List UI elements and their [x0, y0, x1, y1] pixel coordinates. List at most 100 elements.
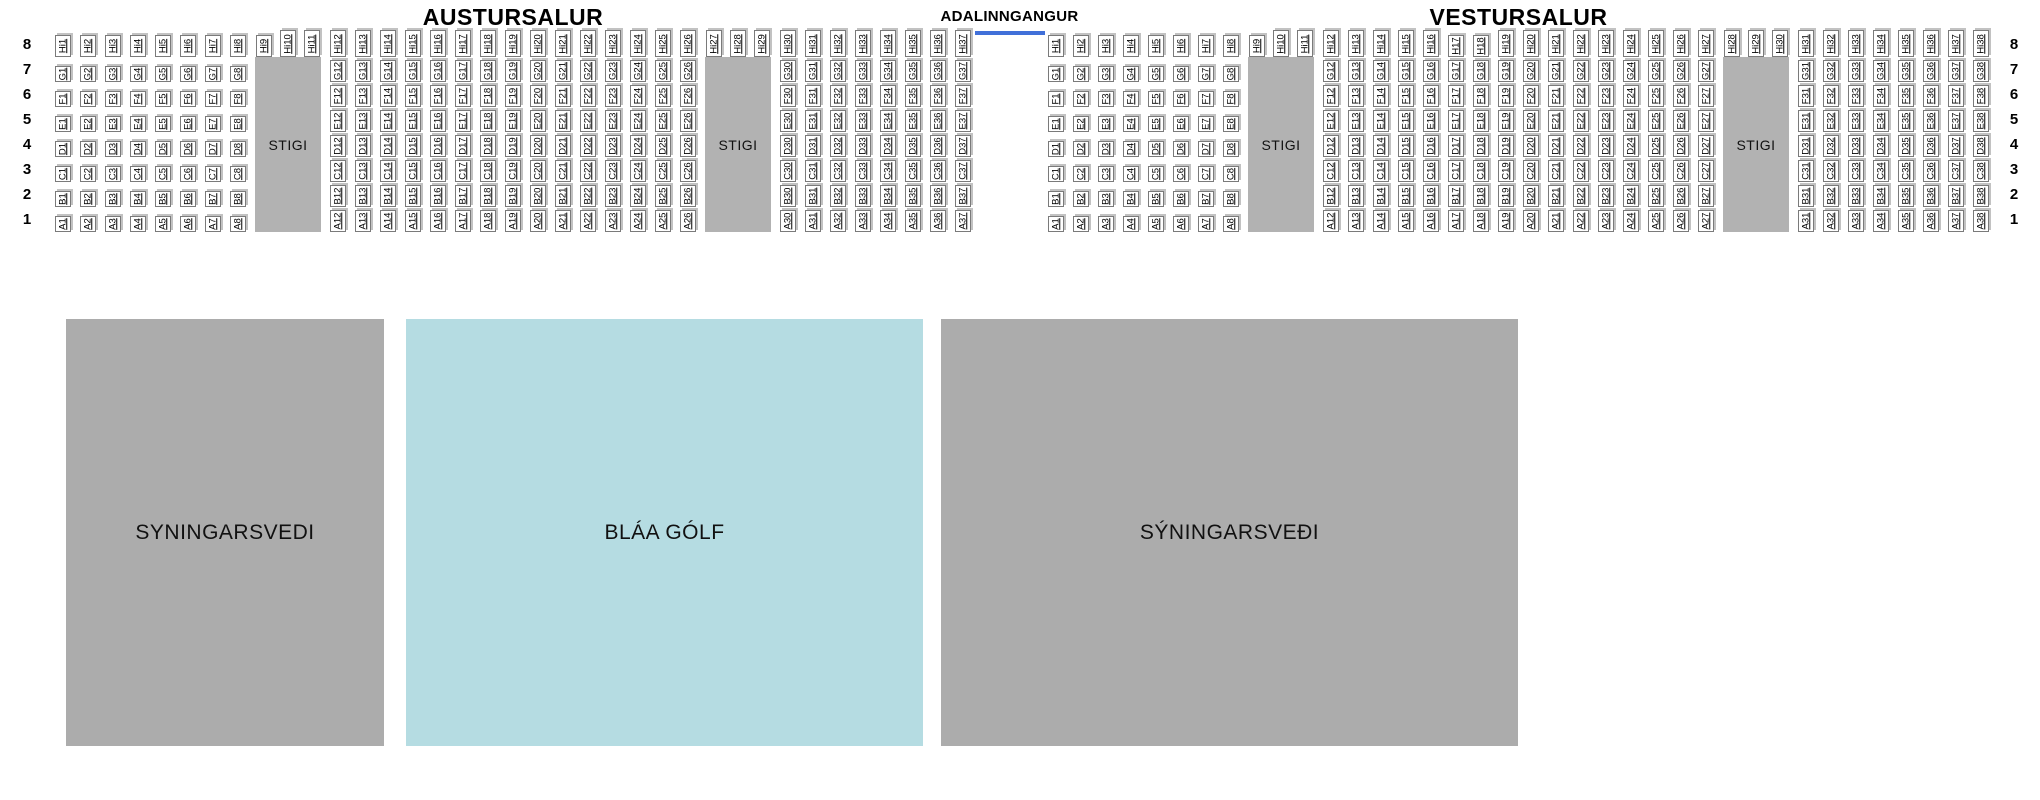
seat-D17[interactable]: D17 — [455, 135, 471, 157]
seat-E34[interactable]: E34 — [1873, 110, 1889, 132]
seat-Hi24[interactable]: Hi24 — [630, 30, 646, 57]
seat-Hi2[interactable]: Hi2 — [1073, 35, 1089, 57]
seat-F19[interactable]: F19 — [505, 85, 521, 107]
seat-A22[interactable]: A22 — [1573, 210, 1589, 232]
seat-B26[interactable]: B26 — [1673, 185, 1689, 207]
seat-E32[interactable]: E32 — [830, 110, 846, 132]
seat-D3[interactable]: D3 — [105, 141, 121, 157]
seat-D17[interactable]: D17 — [1448, 135, 1464, 157]
seat-B19[interactable]: B19 — [505, 185, 521, 207]
seat-G31[interactable]: G31 — [805, 60, 821, 82]
seat-D15[interactable]: D15 — [1398, 135, 1414, 157]
seat-G27[interactable]: G27 — [1698, 60, 1714, 82]
seat-E17[interactable]: E17 — [1448, 110, 1464, 132]
seat-F3[interactable]: F3 — [105, 91, 121, 107]
seat-E16[interactable]: E16 — [430, 110, 446, 132]
seat-D5[interactable]: D5 — [155, 141, 171, 157]
seat-C18[interactable]: C18 — [480, 160, 496, 182]
seat-G32[interactable]: G32 — [830, 60, 846, 82]
seat-G8[interactable]: G8 — [230, 66, 246, 82]
seat-F25[interactable]: F25 — [1648, 85, 1664, 107]
seat-G24[interactable]: G24 — [1623, 60, 1639, 82]
seat-E36[interactable]: E36 — [1923, 110, 1939, 132]
seat-G12[interactable]: G12 — [1323, 60, 1339, 82]
seat-Hi16[interactable]: Hi16 — [1423, 30, 1439, 57]
seat-Hi34[interactable]: Hi34 — [880, 30, 896, 57]
seat-Hi25[interactable]: Hi25 — [655, 30, 671, 57]
seat-B2[interactable]: B2 — [80, 191, 96, 207]
seat-E20[interactable]: E20 — [530, 110, 546, 132]
seat-C38[interactable]: C38 — [1973, 160, 1989, 182]
seat-F16[interactable]: F16 — [430, 85, 446, 107]
seat-E12[interactable]: E12 — [330, 110, 346, 132]
seat-Hi4[interactable]: Hi4 — [1123, 35, 1139, 57]
seat-B17[interactable]: B17 — [455, 185, 471, 207]
seat-Hi22[interactable]: Hi22 — [580, 30, 596, 57]
seat-C19[interactable]: C19 — [505, 160, 521, 182]
seat-B22[interactable]: B22 — [1573, 185, 1589, 207]
seat-C35[interactable]: C35 — [1898, 160, 1914, 182]
seat-Hi9[interactable]: Hi9 — [1249, 35, 1265, 57]
seat-Hi11[interactable]: Hi11 — [1297, 30, 1313, 57]
seat-Hi28[interactable]: Hi28 — [1724, 30, 1740, 57]
seat-Hi9[interactable]: Hi9 — [256, 35, 272, 57]
seat-E18[interactable]: E18 — [480, 110, 496, 132]
seat-F36[interactable]: F36 — [930, 85, 946, 107]
seat-C36[interactable]: C36 — [1923, 160, 1939, 182]
seat-G26[interactable]: G26 — [680, 60, 696, 82]
seat-D4[interactable]: D4 — [1123, 141, 1139, 157]
seat-F7[interactable]: F7 — [205, 91, 221, 107]
seat-G36[interactable]: G36 — [930, 60, 946, 82]
seat-Hi5[interactable]: Hi5 — [1148, 35, 1164, 57]
seat-E8[interactable]: E8 — [230, 116, 246, 132]
seat-G24[interactable]: G24 — [630, 60, 646, 82]
seat-Hi20[interactable]: Hi20 — [530, 30, 546, 57]
seat-C33[interactable]: C33 — [1848, 160, 1864, 182]
seat-E8[interactable]: E8 — [1223, 116, 1239, 132]
seat-A37[interactable]: A37 — [1948, 210, 1964, 232]
seat-F8[interactable]: F8 — [1223, 91, 1239, 107]
seat-F5[interactable]: F5 — [155, 91, 171, 107]
seat-E1[interactable]: E1 — [1048, 116, 1064, 132]
seat-A3[interactable]: A3 — [105, 216, 121, 232]
seat-Hi37[interactable]: Hi37 — [1948, 30, 1964, 57]
seat-H18[interactable]: H18 — [1473, 35, 1489, 57]
seat-F8[interactable]: F8 — [230, 91, 246, 107]
seat-C24[interactable]: C24 — [630, 160, 646, 182]
seat-G5[interactable]: G5 — [1148, 66, 1164, 82]
seat-C21[interactable]: C21 — [1548, 160, 1564, 182]
seat-Hi23[interactable]: Hi23 — [1598, 30, 1614, 57]
seat-D25[interactable]: D25 — [655, 135, 671, 157]
seat-Hi15[interactable]: Hi15 — [405, 30, 421, 57]
seat-E35[interactable]: E35 — [905, 110, 921, 132]
seat-D16[interactable]: D16 — [1423, 135, 1439, 157]
seat-E21[interactable]: E21 — [555, 110, 571, 132]
seat-D20[interactable]: D20 — [1523, 135, 1539, 157]
seat-B15[interactable]: B15 — [405, 185, 421, 207]
seat-A25[interactable]: A25 — [655, 210, 671, 232]
seat-B19[interactable]: B19 — [1498, 185, 1514, 207]
seat-B12[interactable]: B12 — [1323, 185, 1339, 207]
seat-C20[interactable]: C20 — [530, 160, 546, 182]
seat-Hi21[interactable]: Hi21 — [1548, 30, 1564, 57]
seat-B37[interactable]: B37 — [1948, 185, 1964, 207]
seat-F18[interactable]: F18 — [480, 85, 496, 107]
seat-F14[interactable]: F14 — [380, 85, 396, 107]
seat-F3[interactable]: F3 — [1098, 91, 1114, 107]
seat-F4[interactable]: F4 — [130, 91, 146, 107]
seat-B34[interactable]: B34 — [880, 185, 896, 207]
seat-C34[interactable]: C34 — [880, 160, 896, 182]
seat-G15[interactable]: G15 — [405, 60, 421, 82]
seat-F21[interactable]: F21 — [1548, 85, 1564, 107]
seat-B17[interactable]: B17 — [1448, 185, 1464, 207]
seat-F24[interactable]: F24 — [1623, 85, 1639, 107]
seat-C22[interactable]: C22 — [580, 160, 596, 182]
seat-Hi10[interactable]: Hi10 — [280, 30, 296, 57]
seat-D3[interactable]: D3 — [1098, 141, 1114, 157]
seat-Hi17[interactable]: Hi17 — [455, 30, 471, 57]
seat-F35[interactable]: F35 — [905, 85, 921, 107]
seat-G23[interactable]: G23 — [605, 60, 621, 82]
seat-B16[interactable]: B16 — [1423, 185, 1439, 207]
seat-D34[interactable]: D34 — [880, 135, 896, 157]
seat-G2[interactable]: G2 — [1073, 66, 1089, 82]
